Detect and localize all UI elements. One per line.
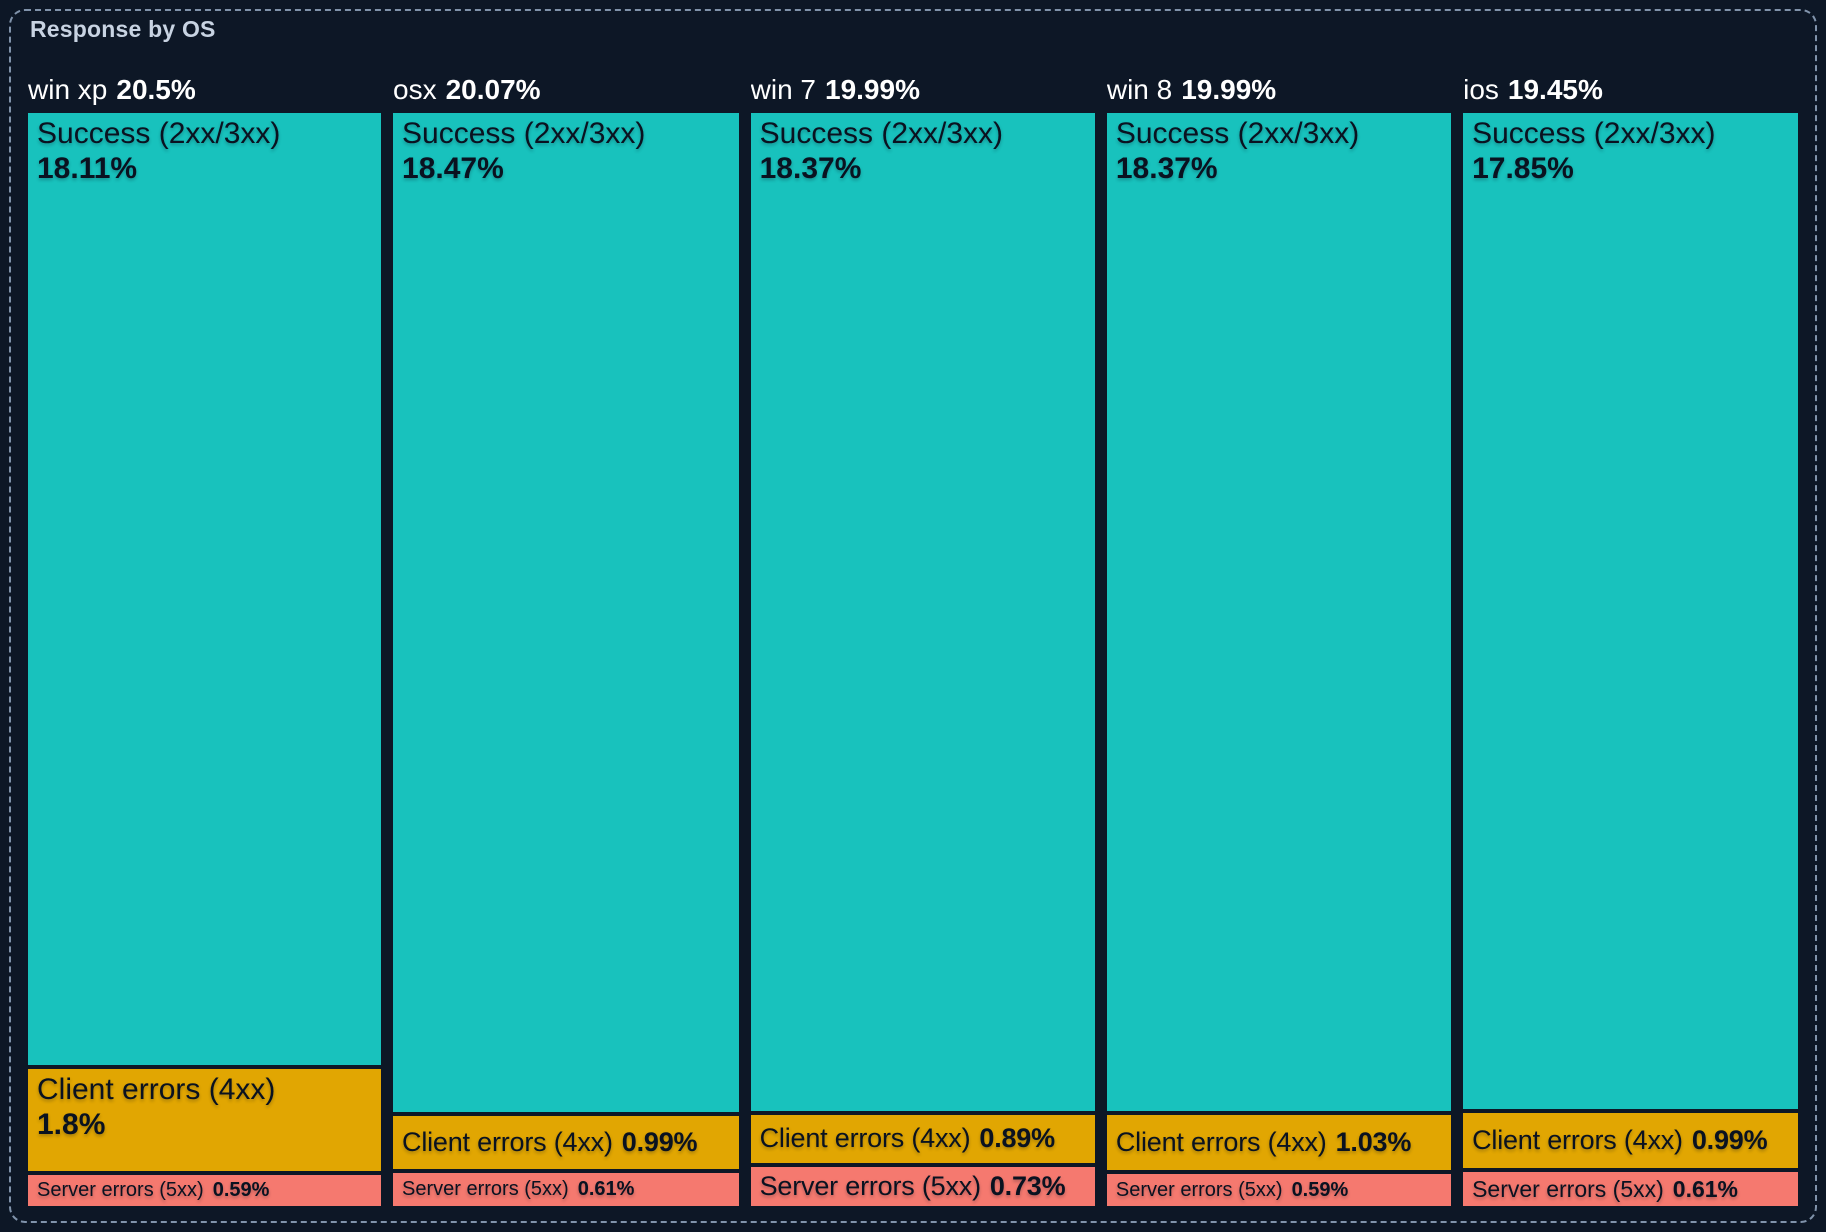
panel-title: Response by OS: [30, 16, 216, 42]
segment-server-ios[interactable]: Server errors (5xx) 0.61%: [1463, 1172, 1799, 1206]
segment-server-win-8[interactable]: Server errors (5xx) 0.59%: [1106, 1174, 1452, 1206]
segment-success-win-8[interactable]: Success (2xx/3xx) 18.37%: [1106, 113, 1452, 1111]
os-segment-stack: Success (2xx/3xx) 18.47% Client errors (…: [393, 113, 739, 1206]
os-segment-stack: Success (2xx/3xx) 18.11% Client errors (…: [28, 113, 382, 1206]
os-percent-value: 19.99%: [825, 74, 920, 105]
segment-label: Server errors (5xx): [1472, 1175, 1664, 1202]
segment-percent-value: 0.99%: [621, 1127, 698, 1158]
os-column-header[interactable]: win 8 19.99%: [1107, 66, 1451, 113]
os-name-label: win xp: [28, 74, 108, 105]
segment-success-win-7[interactable]: Success (2xx/3xx) 18.37%: [750, 113, 1095, 1111]
segment-client-win-xp[interactable]: Client errors (4xx) 1.8%: [28, 1069, 382, 1172]
segment-label: Client errors (4xx): [37, 1073, 276, 1107]
segment-label: Success (2xx/3xx): [37, 117, 281, 150]
segment-client-osx[interactable]: Client errors (4xx) 0.99%: [393, 1116, 739, 1170]
segment-label: Server errors (5xx): [37, 1179, 204, 1202]
segment-label: Success (2xx/3xx): [402, 117, 646, 150]
segment-percent-value: 0.99%: [1691, 1125, 1768, 1156]
segment-percent-value: 0.59%: [212, 1179, 270, 1202]
segment-success-osx[interactable]: Success (2xx/3xx) 18.47%: [393, 113, 739, 1113]
segment-label: Success (2xx/3xx): [759, 117, 1004, 150]
segment-client-ios[interactable]: Client errors (4xx) 0.99%: [1463, 1113, 1799, 1169]
segment-server-win-xp[interactable]: Server errors (5xx) 0.59%: [28, 1175, 382, 1206]
segment-percent-value: 1.8%: [37, 1108, 106, 1142]
response-by-os-treemap: win xp 20.5% Success (2xx/3xx) 18.11% Cl…: [28, 66, 1799, 1206]
os-percent-value: 19.99%: [1181, 74, 1277, 105]
segment-percent-value: 0.61%: [1672, 1175, 1739, 1202]
segment-label: Server errors (5xx): [759, 1170, 981, 1201]
os-name-label: ios: [1463, 74, 1499, 105]
segment-percent-value: 0.89%: [979, 1123, 1055, 1154]
segment-label: Server errors (5xx): [402, 1178, 569, 1201]
os-segment-stack: Success (2xx/3xx) 18.37% Client errors (…: [750, 113, 1095, 1206]
segment-success-win-xp[interactable]: Success (2xx/3xx) 18.11%: [28, 113, 382, 1066]
segment-label: Server errors (5xx): [1115, 1178, 1283, 1201]
os-name-label: win 7: [750, 74, 816, 105]
segment-label: Success (2xx/3xx): [1472, 117, 1716, 150]
segment-percent-value: 0.59%: [1291, 1178, 1349, 1201]
os-column-win-xp: win xp 20.5% Success (2xx/3xx) 18.11% Cl…: [28, 66, 382, 1206]
os-column-header[interactable]: win xp 20.5%: [28, 66, 381, 113]
segment-percent-value: 18.47%: [402, 151, 504, 185]
segment-percent-value: 0.61%: [577, 1178, 635, 1201]
segment-label: Client errors (4xx): [1115, 1126, 1327, 1157]
os-column-header[interactable]: ios 19.45%: [1463, 66, 1798, 113]
segment-percent-value: 18.37%: [1115, 151, 1218, 185]
segment-percent-value: 17.85%: [1472, 151, 1574, 185]
segment-server-win-7[interactable]: Server errors (5xx) 0.73%: [750, 1166, 1095, 1206]
segment-client-win-7[interactable]: Client errors (4xx) 0.89%: [750, 1114, 1095, 1163]
os-column-ios: ios 19.45% Success (2xx/3xx) 17.85% Clie…: [1463, 66, 1799, 1206]
segment-label: Client errors (4xx): [759, 1123, 971, 1154]
os-segment-stack: Success (2xx/3xx) 18.37% Client errors (…: [1106, 113, 1452, 1206]
segment-percent-value: 18.11%: [37, 151, 138, 185]
segment-client-win-8[interactable]: Client errors (4xx) 1.03%: [1106, 1114, 1452, 1171]
segment-success-ios[interactable]: Success (2xx/3xx) 17.85%: [1463, 113, 1799, 1110]
os-column-win-7: win 7 19.99% Success (2xx/3xx) 18.37% Cl…: [750, 66, 1095, 1206]
os-percent-value: 19.45%: [1507, 74, 1603, 105]
os-column-header[interactable]: osx 20.07%: [393, 66, 739, 113]
segment-percent-value: 18.37%: [759, 151, 862, 185]
os-column-header[interactable]: win 7 19.99%: [751, 66, 1095, 113]
segment-label: Client errors (4xx): [402, 1127, 613, 1158]
os-column-win-8: win 8 19.99% Success (2xx/3xx) 18.37% Cl…: [1106, 66, 1452, 1206]
os-column-osx: osx 20.07% Success (2xx/3xx) 18.47% Clie…: [393, 66, 739, 1206]
os-segment-stack: Success (2xx/3xx) 17.85% Client errors (…: [1463, 113, 1799, 1206]
os-name-label: osx: [393, 74, 437, 105]
os-percent-value: 20.07%: [445, 74, 541, 105]
segment-percent-value: 1.03%: [1335, 1126, 1412, 1157]
segment-label: Success (2xx/3xx): [1115, 117, 1360, 150]
segment-label: Client errors (4xx): [1472, 1125, 1683, 1156]
os-name-label: win 8: [1106, 74, 1173, 105]
segment-percent-value: 0.73%: [989, 1170, 1066, 1201]
segment-server-osx[interactable]: Server errors (5xx) 0.61%: [393, 1173, 739, 1206]
os-percent-value: 20.5%: [116, 74, 196, 105]
